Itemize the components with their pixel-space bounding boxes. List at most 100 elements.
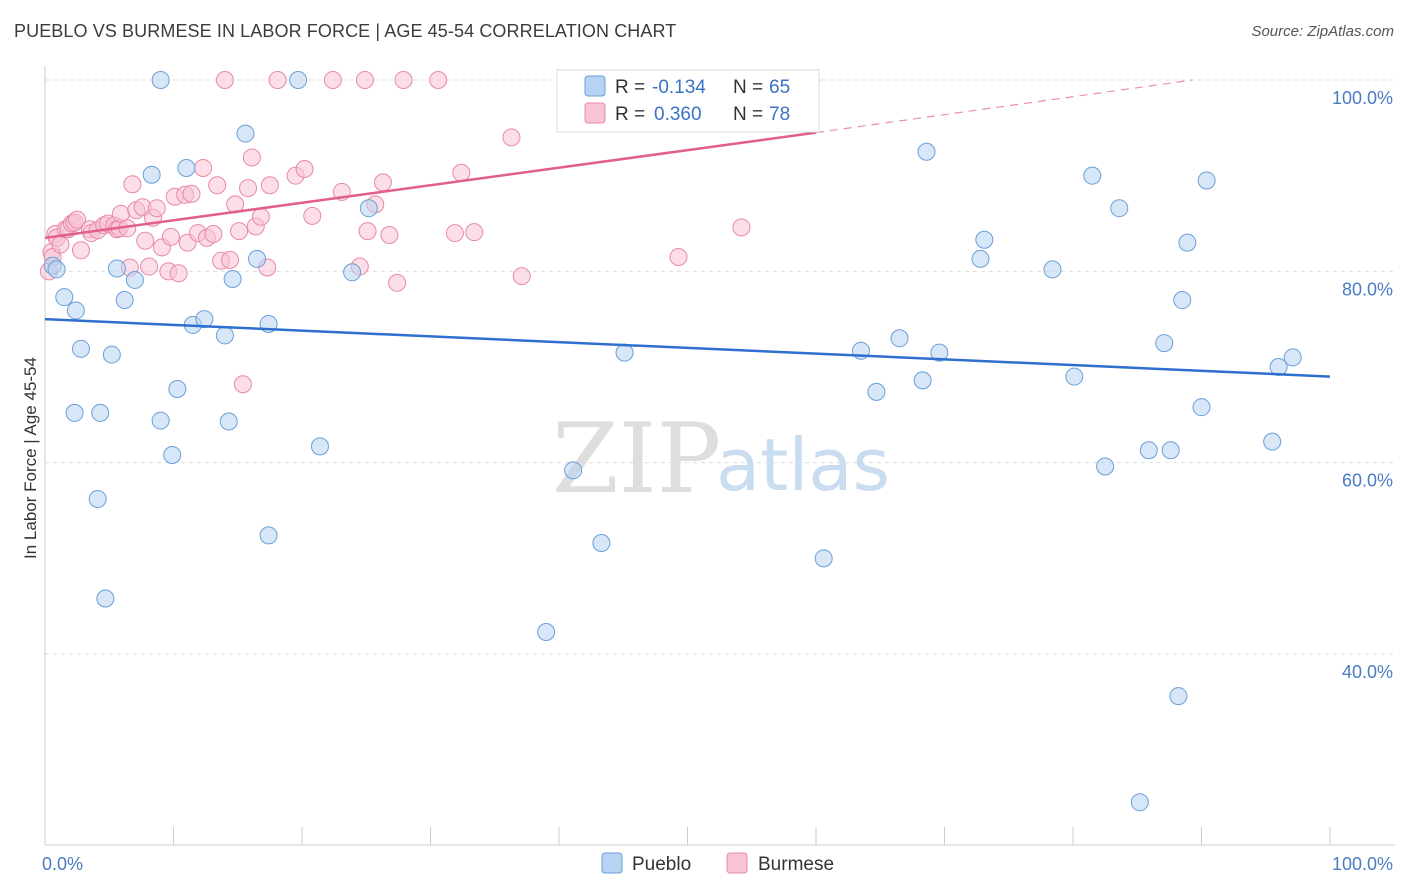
legend-pueblo-n-label: N = bbox=[733, 77, 763, 98]
pueblo-point bbox=[890, 329, 909, 348]
pueblo-point bbox=[1161, 441, 1180, 460]
pueblo-point bbox=[65, 403, 84, 422]
burmese-point bbox=[452, 163, 471, 182]
y-tick-label: 80.0% bbox=[1342, 279, 1393, 299]
legend: R = -0.134 N = 65 R = 0.360 N = 78 bbox=[556, 69, 820, 133]
burmese-point bbox=[233, 375, 252, 394]
burmese-point bbox=[136, 231, 155, 250]
burmese-point bbox=[358, 222, 377, 241]
burmese-trend-extension bbox=[815, 79, 1193, 134]
burmese-point bbox=[373, 173, 392, 192]
burmese-trend-line bbox=[44, 131, 817, 240]
bottom-legend-pueblo: Pueblo bbox=[632, 854, 691, 875]
chart-source: Source: ZipAtlas.com bbox=[1251, 23, 1394, 40]
pueblo-point bbox=[115, 291, 134, 310]
burmese-point bbox=[429, 71, 448, 89]
burmese-point bbox=[388, 273, 407, 292]
burmese-point bbox=[215, 71, 234, 89]
pueblo-point bbox=[71, 339, 90, 358]
burmese-point bbox=[147, 199, 166, 218]
burmese-point bbox=[445, 224, 464, 243]
trend-lines bbox=[44, 79, 1331, 378]
pueblo-point bbox=[66, 301, 85, 320]
burmese-point bbox=[242, 148, 261, 167]
watermark-zip: ZIP bbox=[552, 403, 721, 515]
burmese-point bbox=[465, 223, 484, 242]
pueblo-point bbox=[151, 411, 170, 430]
pueblo-point bbox=[168, 380, 187, 399]
pueblo-trend-line bbox=[44, 317, 1331, 378]
legend-swatch-pueblo bbox=[584, 75, 606, 97]
burmese-point bbox=[251, 207, 270, 226]
burmese-point bbox=[161, 227, 180, 246]
pueblo-point bbox=[1197, 171, 1216, 190]
pueblo-point bbox=[142, 165, 161, 184]
legend-pueblo-r-value: -0.134 bbox=[652, 77, 706, 98]
pueblo-point bbox=[151, 71, 170, 89]
burmese-point bbox=[295, 159, 314, 178]
bottom-legend: Pueblo Burmese bbox=[601, 852, 834, 875]
burmese-point bbox=[230, 222, 249, 241]
pueblo-point bbox=[1065, 367, 1084, 386]
burmese-point bbox=[204, 225, 223, 244]
legend-burmese-n-value: 78 bbox=[769, 104, 790, 125]
pueblo-point bbox=[1178, 233, 1197, 252]
burmese-point bbox=[394, 71, 413, 89]
burmese-point bbox=[194, 159, 213, 178]
burmese-point bbox=[380, 225, 399, 244]
pueblo-point bbox=[1130, 793, 1149, 812]
pueblo-point bbox=[88, 490, 107, 509]
pueblo-point bbox=[1110, 199, 1129, 218]
pueblo-point bbox=[592, 534, 611, 553]
burmese-point bbox=[303, 206, 322, 225]
pueblo-point bbox=[107, 259, 126, 278]
pueblo-point bbox=[930, 343, 949, 362]
burmese-point bbox=[502, 128, 521, 147]
legend-swatch-burmese bbox=[584, 102, 606, 124]
pueblo-point bbox=[102, 345, 121, 364]
pueblo-point bbox=[1139, 441, 1158, 460]
pueblo-point bbox=[615, 343, 634, 362]
burmese-point bbox=[208, 176, 227, 195]
pueblo-point bbox=[177, 159, 196, 178]
burmese-point bbox=[669, 247, 688, 266]
pueblo-point bbox=[55, 288, 74, 307]
pueblo-point bbox=[913, 371, 932, 390]
burmese-point bbox=[123, 175, 142, 194]
burmese-point bbox=[71, 241, 90, 260]
burmese-point bbox=[323, 71, 342, 89]
pueblo-point bbox=[259, 526, 278, 545]
watermark-atlas: atlas bbox=[716, 423, 890, 507]
pueblo-point bbox=[1043, 260, 1062, 279]
pueblo-point bbox=[1263, 432, 1282, 451]
bottom-legend-swatch-pueblo bbox=[601, 852, 623, 874]
pueblo-point bbox=[96, 589, 115, 608]
watermark: ZIP atlas bbox=[552, 403, 890, 515]
pueblo-point bbox=[1096, 457, 1115, 476]
x-tick-label: 0.0% bbox=[42, 854, 83, 874]
pueblo-point bbox=[223, 269, 242, 288]
y-tick-label: 60.0% bbox=[1342, 471, 1393, 491]
burmese-point bbox=[732, 218, 751, 237]
burmese-point bbox=[268, 71, 287, 89]
burmese-point bbox=[68, 210, 87, 229]
pueblo-point bbox=[1169, 687, 1188, 706]
y-axis-label: In Labor Force | Age 45-54 bbox=[21, 357, 40, 559]
pueblo-point bbox=[289, 71, 308, 89]
axes bbox=[44, 66, 1395, 846]
pueblo-point bbox=[219, 412, 238, 431]
bottom-legend-swatch-burmese bbox=[726, 852, 748, 874]
chart-title: PUEBLO VS BURMESE IN LABOR FORCE | AGE 4… bbox=[14, 21, 677, 41]
pueblo-point bbox=[248, 249, 267, 268]
burmese-point bbox=[239, 179, 258, 198]
pueblo-point bbox=[343, 263, 362, 282]
burmese-point bbox=[140, 257, 159, 276]
x-tick-label: 100.0% bbox=[1332, 854, 1393, 874]
legend-burmese-r-label: R = bbox=[615, 104, 645, 125]
burmese-point bbox=[51, 235, 70, 254]
pueblo-point bbox=[195, 310, 214, 329]
pueblo-point bbox=[975, 230, 994, 249]
pueblo-point bbox=[1083, 166, 1102, 185]
burmese-point bbox=[355, 71, 374, 89]
